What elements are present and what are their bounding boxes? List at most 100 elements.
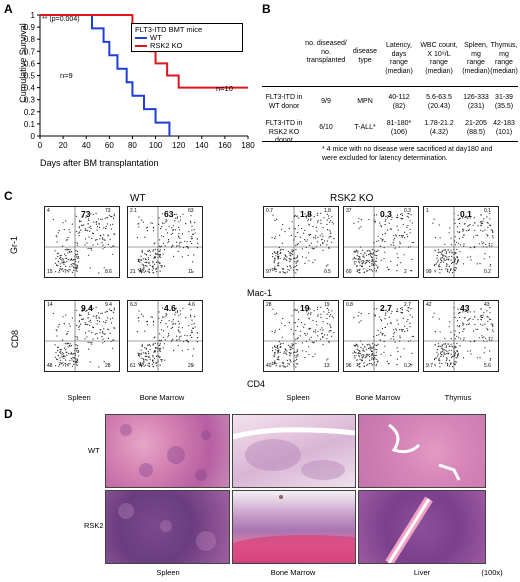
row-wt-label: FLT3-ITD in WT donor xyxy=(265,94,303,110)
quadrant-value: 2 xyxy=(404,269,407,275)
legend-title: FLT3-ITD BMT mice xyxy=(135,25,203,34)
quadrant-value: 0.8 xyxy=(346,302,353,308)
legend-wt-label: WT xyxy=(150,33,162,42)
quadrant-value: 61 xyxy=(130,363,136,369)
row-wt-thymus: 31-39 (35.5) xyxy=(494,94,514,110)
histo-row-wt: WT xyxy=(88,446,100,455)
quadrant-value: 13 xyxy=(324,363,330,369)
cd8-axis-label: CD8 xyxy=(10,329,21,349)
panel-c-letter: C xyxy=(4,189,13,203)
gated-percentage: 63 xyxy=(164,209,174,219)
clinical-table: no. diseased/ no. transplanted disease t… xyxy=(262,14,518,192)
row-rsk2-spleen: 21-205 (88.5) xyxy=(465,120,487,136)
quadrant-value: 37 xyxy=(346,208,352,214)
y-tick-label: 0.8 xyxy=(24,35,36,44)
row-wt-type: MPN xyxy=(357,98,373,105)
tissue-label-5: Thymus xyxy=(444,393,472,402)
row-rsk2-label: FLT3-ITD in RSK2 KO donor xyxy=(265,120,303,144)
y-tick-label: 0 xyxy=(31,132,36,141)
gr1-axis-label: Gr-1 xyxy=(9,236,19,254)
quadrant-value: 28 xyxy=(105,363,111,369)
tissue-label-1: Spleen xyxy=(67,393,91,402)
legend-wt-swatch xyxy=(135,37,147,39)
cd4-axis-label: CD4 xyxy=(247,379,266,389)
quadrant-value: 43 xyxy=(484,302,490,308)
x-tick-label: 80 xyxy=(128,141,137,150)
x-axis-label: Days after BM transplantation xyxy=(40,158,159,168)
quadrant-value: 2.1 xyxy=(130,208,137,214)
y-tick-label: 0.1 xyxy=(24,120,36,129)
x-tick-label: 40 xyxy=(82,141,91,150)
survival-chart: 0 0.1 0.2 0.3 0.4 0.5 0.6 0.7 0.8 0.9 1 0 20 40 60 80 10… xyxy=(24,11,255,150)
histo-col-bm: Bone Marrow xyxy=(270,568,316,577)
quadrant-value: 19 xyxy=(324,302,330,308)
tissue-label-3: Spleen xyxy=(286,393,310,402)
histo-col-liver: Liver xyxy=(413,568,431,577)
gated-percentage: 4.6 xyxy=(164,303,176,313)
x-tick-label: 60 xyxy=(105,141,114,150)
quadrant-value: 0.3 xyxy=(404,208,411,214)
quadrant-value: 0.2 xyxy=(404,363,411,369)
x-tick-label: 120 xyxy=(172,141,186,150)
y-tick-label: 1 xyxy=(31,11,36,20)
x-tick-label: 140 xyxy=(195,141,209,150)
quadrant-value: 0.7 xyxy=(266,208,273,214)
gr1-mac1-plot-2: 2.1 63 21 11 63 xyxy=(127,206,203,278)
gated-percentage: 1.8 xyxy=(300,209,312,219)
header-disease-type: disease type xyxy=(352,48,378,64)
quadrant-value: 4 xyxy=(47,208,50,214)
histo-wt-spleen xyxy=(105,414,230,488)
header-spleen: Spleen, mg range (median) xyxy=(462,42,490,75)
table-rule-top xyxy=(262,86,518,87)
row-wt-spleen: 126-333 (231) xyxy=(463,94,489,110)
quadrant-value: 15 xyxy=(47,269,53,275)
cd8-cd4-plot-3: 28 19 40 13 19 xyxy=(263,300,339,372)
quadrant-value: 2.7 xyxy=(404,302,411,308)
quadrant-value: 0.1 xyxy=(484,208,491,214)
header-diseased: no. diseased/ no. transplanted xyxy=(305,40,347,64)
header-latency: Latency, days range (median) xyxy=(385,42,413,75)
legend-rsk2-swatch xyxy=(135,45,147,47)
x-tick-label: 160 xyxy=(218,141,232,150)
panel-d-letter: D xyxy=(4,407,13,421)
p-value: ** (p=0.004) xyxy=(42,16,80,23)
y-tick-label: 0.6 xyxy=(24,59,36,68)
legend-box: FLT3-ITD BMT mice WT RSK2 KO xyxy=(131,23,243,52)
gated-percentage: 19 xyxy=(300,303,310,313)
x-tick-label: 100 xyxy=(149,141,163,150)
y-tick-label: 0.3 xyxy=(24,96,36,105)
quadrant-value: 9.7 xyxy=(426,363,433,369)
x-tick-label: 180 xyxy=(241,141,255,150)
quadrant-value: 29 xyxy=(188,363,194,369)
quadrant-value: 5.6 xyxy=(484,363,491,369)
y-tick-label: 0.9 xyxy=(24,23,36,32)
row-wt-wbc: 5.6-63.5 (20.43) xyxy=(426,94,452,110)
magnification-label: (100x) xyxy=(481,568,503,577)
legend-rsk2-label: RSK2 KO xyxy=(150,41,183,50)
histo-col-spleen: Spleen xyxy=(156,568,180,577)
quadrant-value: 14 xyxy=(47,302,53,308)
histo-wt-liver xyxy=(358,414,486,488)
row-wt-latency: 40-112 (82) xyxy=(388,94,410,110)
quadrant-value: 1.8 xyxy=(324,208,331,214)
y-axis-label: Cumulative Survival xyxy=(18,23,28,103)
x-tick-label: 0 xyxy=(38,141,43,150)
table-footnote: * 4 mice with no disease were sacrificed… xyxy=(322,146,493,162)
quadrant-value: 0.2 xyxy=(484,269,491,275)
tissue-label-2: Bone Marrow xyxy=(139,393,185,402)
row-rsk2-wbc: 1.78-21.2 (4.32) xyxy=(424,120,454,136)
gr1-mac1-plot-4: 37 0.3 60 2 0.3 xyxy=(343,206,419,278)
quadrant-value: 40 xyxy=(266,363,272,369)
rsk2-header: RSK2 KO xyxy=(330,193,374,204)
row-rsk2-type: T-ALL* xyxy=(354,124,376,131)
histo-row-rsk2: RSK2 KO xyxy=(84,521,117,530)
y-tick-label: 0.2 xyxy=(24,108,36,117)
quadrant-value: 6.3 xyxy=(130,302,137,308)
wt-survival-curve xyxy=(40,14,171,136)
quadrant-value: 96 xyxy=(346,363,352,369)
n-rsk2-label: n=10 xyxy=(216,84,233,93)
gated-percentage: 0.3 xyxy=(380,209,392,219)
gr1-mac1-plot-5: 1 0.1 99 0.2 0.1 xyxy=(423,206,499,278)
quadrant-value: 97 xyxy=(266,269,272,275)
cd8-cd4-plot-1: 14 9.4 48 28 9.4 xyxy=(44,300,120,372)
